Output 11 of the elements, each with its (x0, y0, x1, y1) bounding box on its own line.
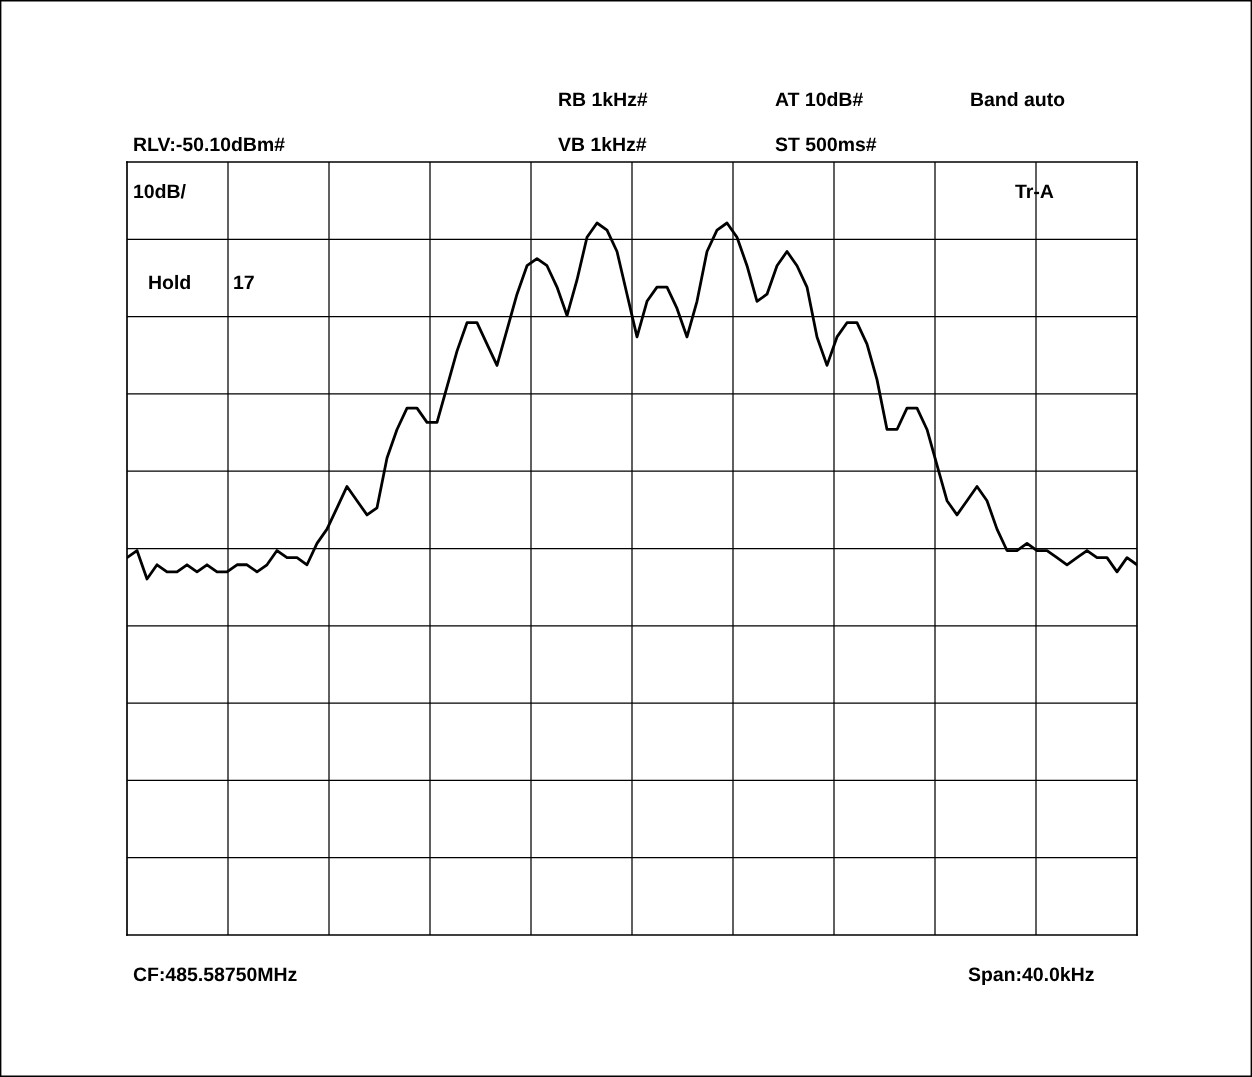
text: Band auto (971, 91, 1065, 107)
text: RB 1kHz# (559, 91, 648, 107)
text: 10dB/ (134, 183, 186, 199)
text: CF:485.58750MHz (133, 967, 297, 982)
text: VB 1kHz# (558, 136, 647, 152)
annotation: Hold (149, 274, 190, 290)
text: AT 10dB# (775, 91, 863, 107)
annotation: 17 (234, 275, 254, 290)
text: RLV:-50.10dBm# (134, 136, 285, 152)
text: Span:40.0kHz (968, 966, 1094, 986)
text: ST 500ms# (775, 137, 877, 152)
